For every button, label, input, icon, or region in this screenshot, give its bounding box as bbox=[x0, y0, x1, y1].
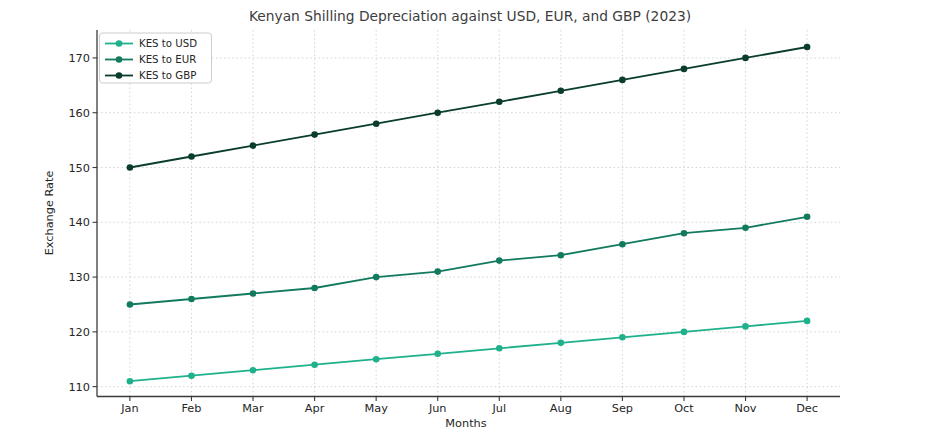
y-tick-label: 150 bbox=[68, 162, 90, 175]
data-point-kes-to-gbp-sep bbox=[619, 77, 626, 84]
data-point-kes-to-eur-apr bbox=[311, 285, 318, 292]
data-point-kes-to-usd-mar bbox=[250, 367, 257, 374]
data-point-kes-to-eur-feb bbox=[188, 296, 195, 303]
legend: KES to USD KES to EUR KES to GBP bbox=[100, 33, 212, 83]
data-point-kes-to-eur-jun bbox=[434, 268, 441, 275]
y-tick-label: 140 bbox=[68, 216, 90, 229]
data-point-kes-to-eur-dec bbox=[804, 214, 811, 221]
data-point-kes-to-gbp-aug bbox=[558, 88, 565, 95]
chart-svg: 110 120 130 140 150 160 170 Jan Feb Mar Apr May Jun J… bbox=[0, 0, 936, 441]
data-point-kes-to-usd-apr bbox=[311, 361, 318, 368]
x-tick-label: Dec bbox=[796, 402, 818, 415]
data-point-kes-to-gbp-jun bbox=[434, 109, 441, 116]
chart-title: Kenyan Shilling Depreciation against USD… bbox=[249, 8, 691, 24]
data-point-kes-to-usd-oct bbox=[681, 329, 688, 336]
data-point-kes-to-gbp-jul bbox=[496, 99, 503, 106]
data-point-kes-to-eur-sep bbox=[619, 241, 626, 248]
data-point-kes-to-gbp-nov bbox=[742, 55, 749, 62]
series-line-kes-to-eur bbox=[130, 217, 807, 305]
x-tick-label: Oct bbox=[674, 402, 694, 415]
figure: 110 120 130 140 150 160 170 Jan Feb Mar Apr May Jun J… bbox=[0, 0, 936, 441]
x-tick-label: Jun bbox=[428, 402, 447, 415]
data-point-kes-to-eur-aug bbox=[558, 252, 565, 259]
data-point-kes-to-gbp-may bbox=[373, 120, 380, 127]
data-point-kes-to-eur-mar bbox=[250, 290, 257, 297]
data-point-kes-to-usd-nov bbox=[742, 323, 749, 330]
y-axis-label: Exchange Rate bbox=[43, 171, 56, 256]
series-line-kes-to-usd bbox=[130, 321, 807, 381]
y-tick-label: 120 bbox=[68, 326, 90, 339]
x-tick-label: Jan bbox=[120, 402, 138, 415]
data-point-kes-to-usd-sep bbox=[619, 334, 626, 341]
data-point-kes-to-eur-jul bbox=[496, 257, 503, 264]
data-point-kes-to-usd-feb bbox=[188, 372, 195, 379]
x-tick-label: Nov bbox=[735, 402, 757, 415]
data-point-kes-to-eur-oct bbox=[681, 230, 688, 237]
series-group bbox=[127, 44, 811, 385]
data-point-kes-to-gbp-oct bbox=[681, 66, 688, 73]
legend-label: KES to GBP bbox=[139, 70, 196, 81]
x-tick-label: May bbox=[364, 402, 388, 415]
data-point-kes-to-usd-jun bbox=[434, 351, 441, 358]
data-point-kes-to-eur-may bbox=[373, 274, 380, 281]
x-axis-label: Months bbox=[445, 417, 486, 430]
data-point-kes-to-usd-aug bbox=[558, 340, 565, 347]
legend-swatch-marker bbox=[116, 40, 123, 47]
data-point-kes-to-usd-jan bbox=[127, 378, 134, 385]
y-tick-label: 130 bbox=[68, 271, 90, 284]
y-tick-label: 170 bbox=[68, 52, 90, 65]
data-point-kes-to-eur-nov bbox=[742, 225, 749, 232]
legend-swatch-marker bbox=[116, 56, 123, 63]
data-point-kes-to-eur-jan bbox=[127, 301, 134, 308]
legend-label: KES to USD bbox=[139, 38, 197, 49]
data-point-kes-to-gbp-dec bbox=[804, 44, 811, 51]
x-tick-label: Mar bbox=[242, 402, 264, 415]
data-point-kes-to-gbp-mar bbox=[250, 142, 257, 149]
x-tick-label: Aug bbox=[550, 402, 572, 415]
legend-swatch-marker bbox=[116, 72, 123, 79]
data-point-kes-to-usd-may bbox=[373, 356, 380, 363]
x-tick-label: Apr bbox=[305, 402, 325, 415]
legend-label: KES to EUR bbox=[139, 54, 196, 65]
data-point-kes-to-gbp-jan bbox=[127, 164, 134, 171]
x-tick-label: Feb bbox=[181, 402, 201, 415]
data-point-kes-to-gbp-feb bbox=[188, 153, 195, 160]
data-point-kes-to-gbp-apr bbox=[311, 131, 318, 138]
x-tick-label: Jul bbox=[491, 402, 506, 415]
series-line-kes-to-gbp bbox=[130, 47, 807, 168]
data-point-kes-to-usd-dec bbox=[804, 318, 811, 325]
y-tick-label: 160 bbox=[68, 107, 90, 120]
gridlines bbox=[97, 30, 840, 397]
data-point-kes-to-usd-jul bbox=[496, 345, 503, 352]
y-tick-label: 110 bbox=[68, 381, 90, 394]
x-tick-label: Sep bbox=[612, 402, 633, 415]
